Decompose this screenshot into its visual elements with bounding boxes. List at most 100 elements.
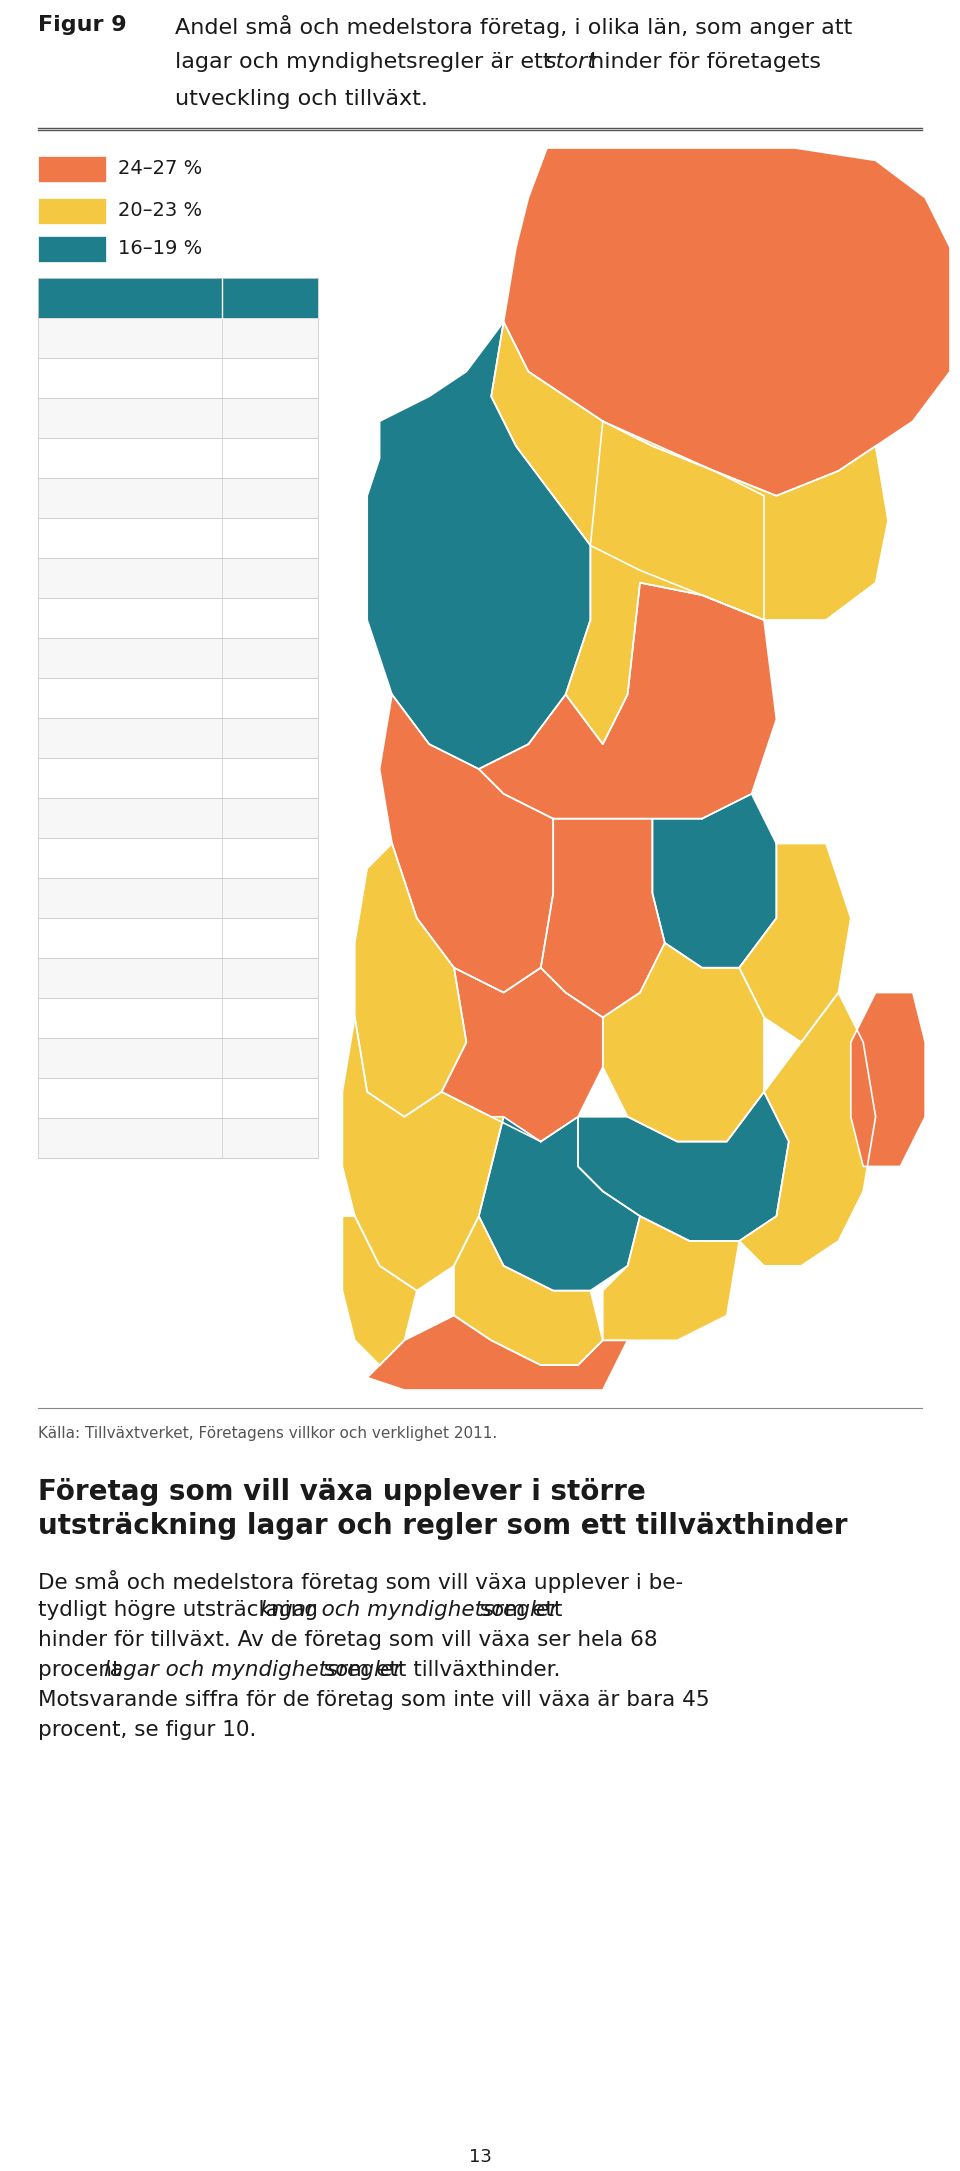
Bar xyxy=(38,519,318,558)
Bar xyxy=(38,358,318,397)
Bar xyxy=(38,1118,318,1157)
Text: 21 %: 21 % xyxy=(230,888,276,907)
Bar xyxy=(38,838,318,877)
Polygon shape xyxy=(739,992,876,1266)
Text: 24 %: 24 % xyxy=(230,530,276,547)
Text: Västmanland: Västmanland xyxy=(46,530,163,547)
Polygon shape xyxy=(343,1216,417,1366)
Text: 22 %: 22 % xyxy=(230,688,276,708)
Text: 16 %: 16 % xyxy=(230,1129,276,1146)
Text: Andel små och medelstora företag, i olika län, som anger att: Andel små och medelstora företag, i olik… xyxy=(175,15,852,39)
Text: procent, se figur 10.: procent, se figur 10. xyxy=(38,1719,256,1739)
Text: 22 %: 22 % xyxy=(230,769,276,788)
Text: 24 %: 24 % xyxy=(230,569,276,586)
Text: 21 %: 21 % xyxy=(230,849,276,866)
Text: Jönköping: Jönköping xyxy=(46,1049,133,1066)
Polygon shape xyxy=(739,845,851,1042)
Text: som ett: som ett xyxy=(473,1600,563,1620)
Text: 27 %: 27 % xyxy=(230,369,276,386)
Bar xyxy=(38,638,318,677)
Text: Företag som vill växa upplever i större: Företag som vill växa upplever i större xyxy=(38,1478,646,1507)
Text: Gävleborg: Gävleborg xyxy=(46,408,139,428)
Bar xyxy=(38,957,318,999)
Text: 21 %: 21 % xyxy=(230,810,276,827)
Polygon shape xyxy=(367,321,590,769)
Text: lagar och myndighetsregler är ett: lagar och myndighetsregler är ett xyxy=(175,52,559,72)
Bar xyxy=(38,198,106,224)
Bar xyxy=(38,1038,318,1079)
Bar xyxy=(38,478,318,519)
Text: 20 %: 20 % xyxy=(230,929,276,947)
Text: 16–19 %: 16–19 % xyxy=(118,239,203,258)
Text: 20–23 %: 20–23 % xyxy=(118,202,203,221)
Text: utveckling och tillväxt.: utveckling och tillväxt. xyxy=(175,89,428,109)
Polygon shape xyxy=(454,1216,603,1366)
Bar xyxy=(38,317,318,358)
Text: Gotland: Gotland xyxy=(46,488,117,508)
Polygon shape xyxy=(343,148,950,1366)
Text: 19 %: 19 % xyxy=(230,1010,276,1027)
Text: 22 %: 22 % xyxy=(230,729,276,747)
Polygon shape xyxy=(603,1216,739,1340)
Text: Kalmar: Kalmar xyxy=(46,968,109,988)
Text: Figur 9: Figur 9 xyxy=(38,15,127,35)
Bar xyxy=(38,1079,318,1118)
Bar xyxy=(38,918,318,957)
Text: 23 %: 23 % xyxy=(230,610,276,627)
Bar xyxy=(38,558,318,597)
Text: lagar och myndighetsregler: lagar och myndighetsregler xyxy=(260,1600,558,1620)
Polygon shape xyxy=(540,818,664,1018)
Text: hinder för tillväxt. Av de företag som vill växa ser hela 68: hinder för tillväxt. Av de företag som v… xyxy=(38,1630,658,1650)
Bar xyxy=(38,677,318,719)
Text: Län: Län xyxy=(46,289,83,306)
Polygon shape xyxy=(343,1018,504,1290)
Bar xyxy=(38,237,106,263)
Text: Blekinge: Blekinge xyxy=(46,610,124,627)
Polygon shape xyxy=(851,992,925,1166)
Text: Södermanland: Södermanland xyxy=(46,849,177,866)
Text: Jämtland: Jämtland xyxy=(46,1090,126,1107)
Bar xyxy=(38,597,318,638)
Bar xyxy=(38,156,106,182)
Text: som ett tillväxthinder.: som ett tillväxthinder. xyxy=(318,1661,561,1680)
Text: Motsvarande siffra för de företag som inte vill växa är bara 45: Motsvarande siffra för de företag som in… xyxy=(38,1689,709,1711)
Text: Östergötland: Östergötland xyxy=(46,1129,163,1148)
Text: Västerbotten: Västerbotten xyxy=(46,649,162,666)
Polygon shape xyxy=(367,1316,628,1389)
Text: procent: procent xyxy=(38,1661,128,1680)
Text: Örebro: Örebro xyxy=(46,569,108,586)
Bar xyxy=(38,278,318,317)
Polygon shape xyxy=(379,695,553,992)
Text: 24–27 %: 24–27 % xyxy=(118,158,203,178)
Text: lagar och myndighetsregler: lagar och myndighetsregler xyxy=(104,1661,402,1680)
Polygon shape xyxy=(578,1092,789,1242)
Text: hinder för företagets: hinder för företagets xyxy=(583,52,821,72)
Polygon shape xyxy=(565,421,764,745)
Text: De små och medelstora företag som vill växa upplever i be-: De små och medelstora företag som vill v… xyxy=(38,1570,684,1594)
Polygon shape xyxy=(479,1116,640,1290)
Text: Halland: Halland xyxy=(46,688,115,708)
Text: 26 %: 26 % xyxy=(230,408,276,428)
Text: Källa: Tillväxtverket, Företagens villkor och verklighet 2011.: Källa: Tillväxtverket, Företagens villko… xyxy=(38,1426,497,1442)
Text: 13: 13 xyxy=(468,2147,492,2167)
Polygon shape xyxy=(504,148,950,495)
Text: Värmland: Värmland xyxy=(46,888,132,907)
Text: Västernorrland: Västernorrland xyxy=(46,729,179,747)
Text: 18 %: 18 % xyxy=(230,1049,276,1066)
Text: 20 %: 20 % xyxy=(230,968,276,988)
Polygon shape xyxy=(479,582,777,818)
Text: 22 %: 22 % xyxy=(230,649,276,666)
Polygon shape xyxy=(442,968,603,1142)
Polygon shape xyxy=(355,845,467,1116)
Bar xyxy=(38,799,318,838)
Text: Andel: Andel xyxy=(230,289,288,306)
Bar xyxy=(38,999,318,1038)
Bar xyxy=(38,397,318,439)
Text: Uppsala: Uppsala xyxy=(46,1010,119,1027)
Text: V. Götaland: V. Götaland xyxy=(46,769,150,788)
Polygon shape xyxy=(603,942,764,1142)
Text: Stockholm: Stockholm xyxy=(46,929,140,947)
Text: 25 %: 25 % xyxy=(230,449,276,467)
Bar xyxy=(38,719,318,758)
Text: Kronoberg: Kronoberg xyxy=(46,810,139,827)
